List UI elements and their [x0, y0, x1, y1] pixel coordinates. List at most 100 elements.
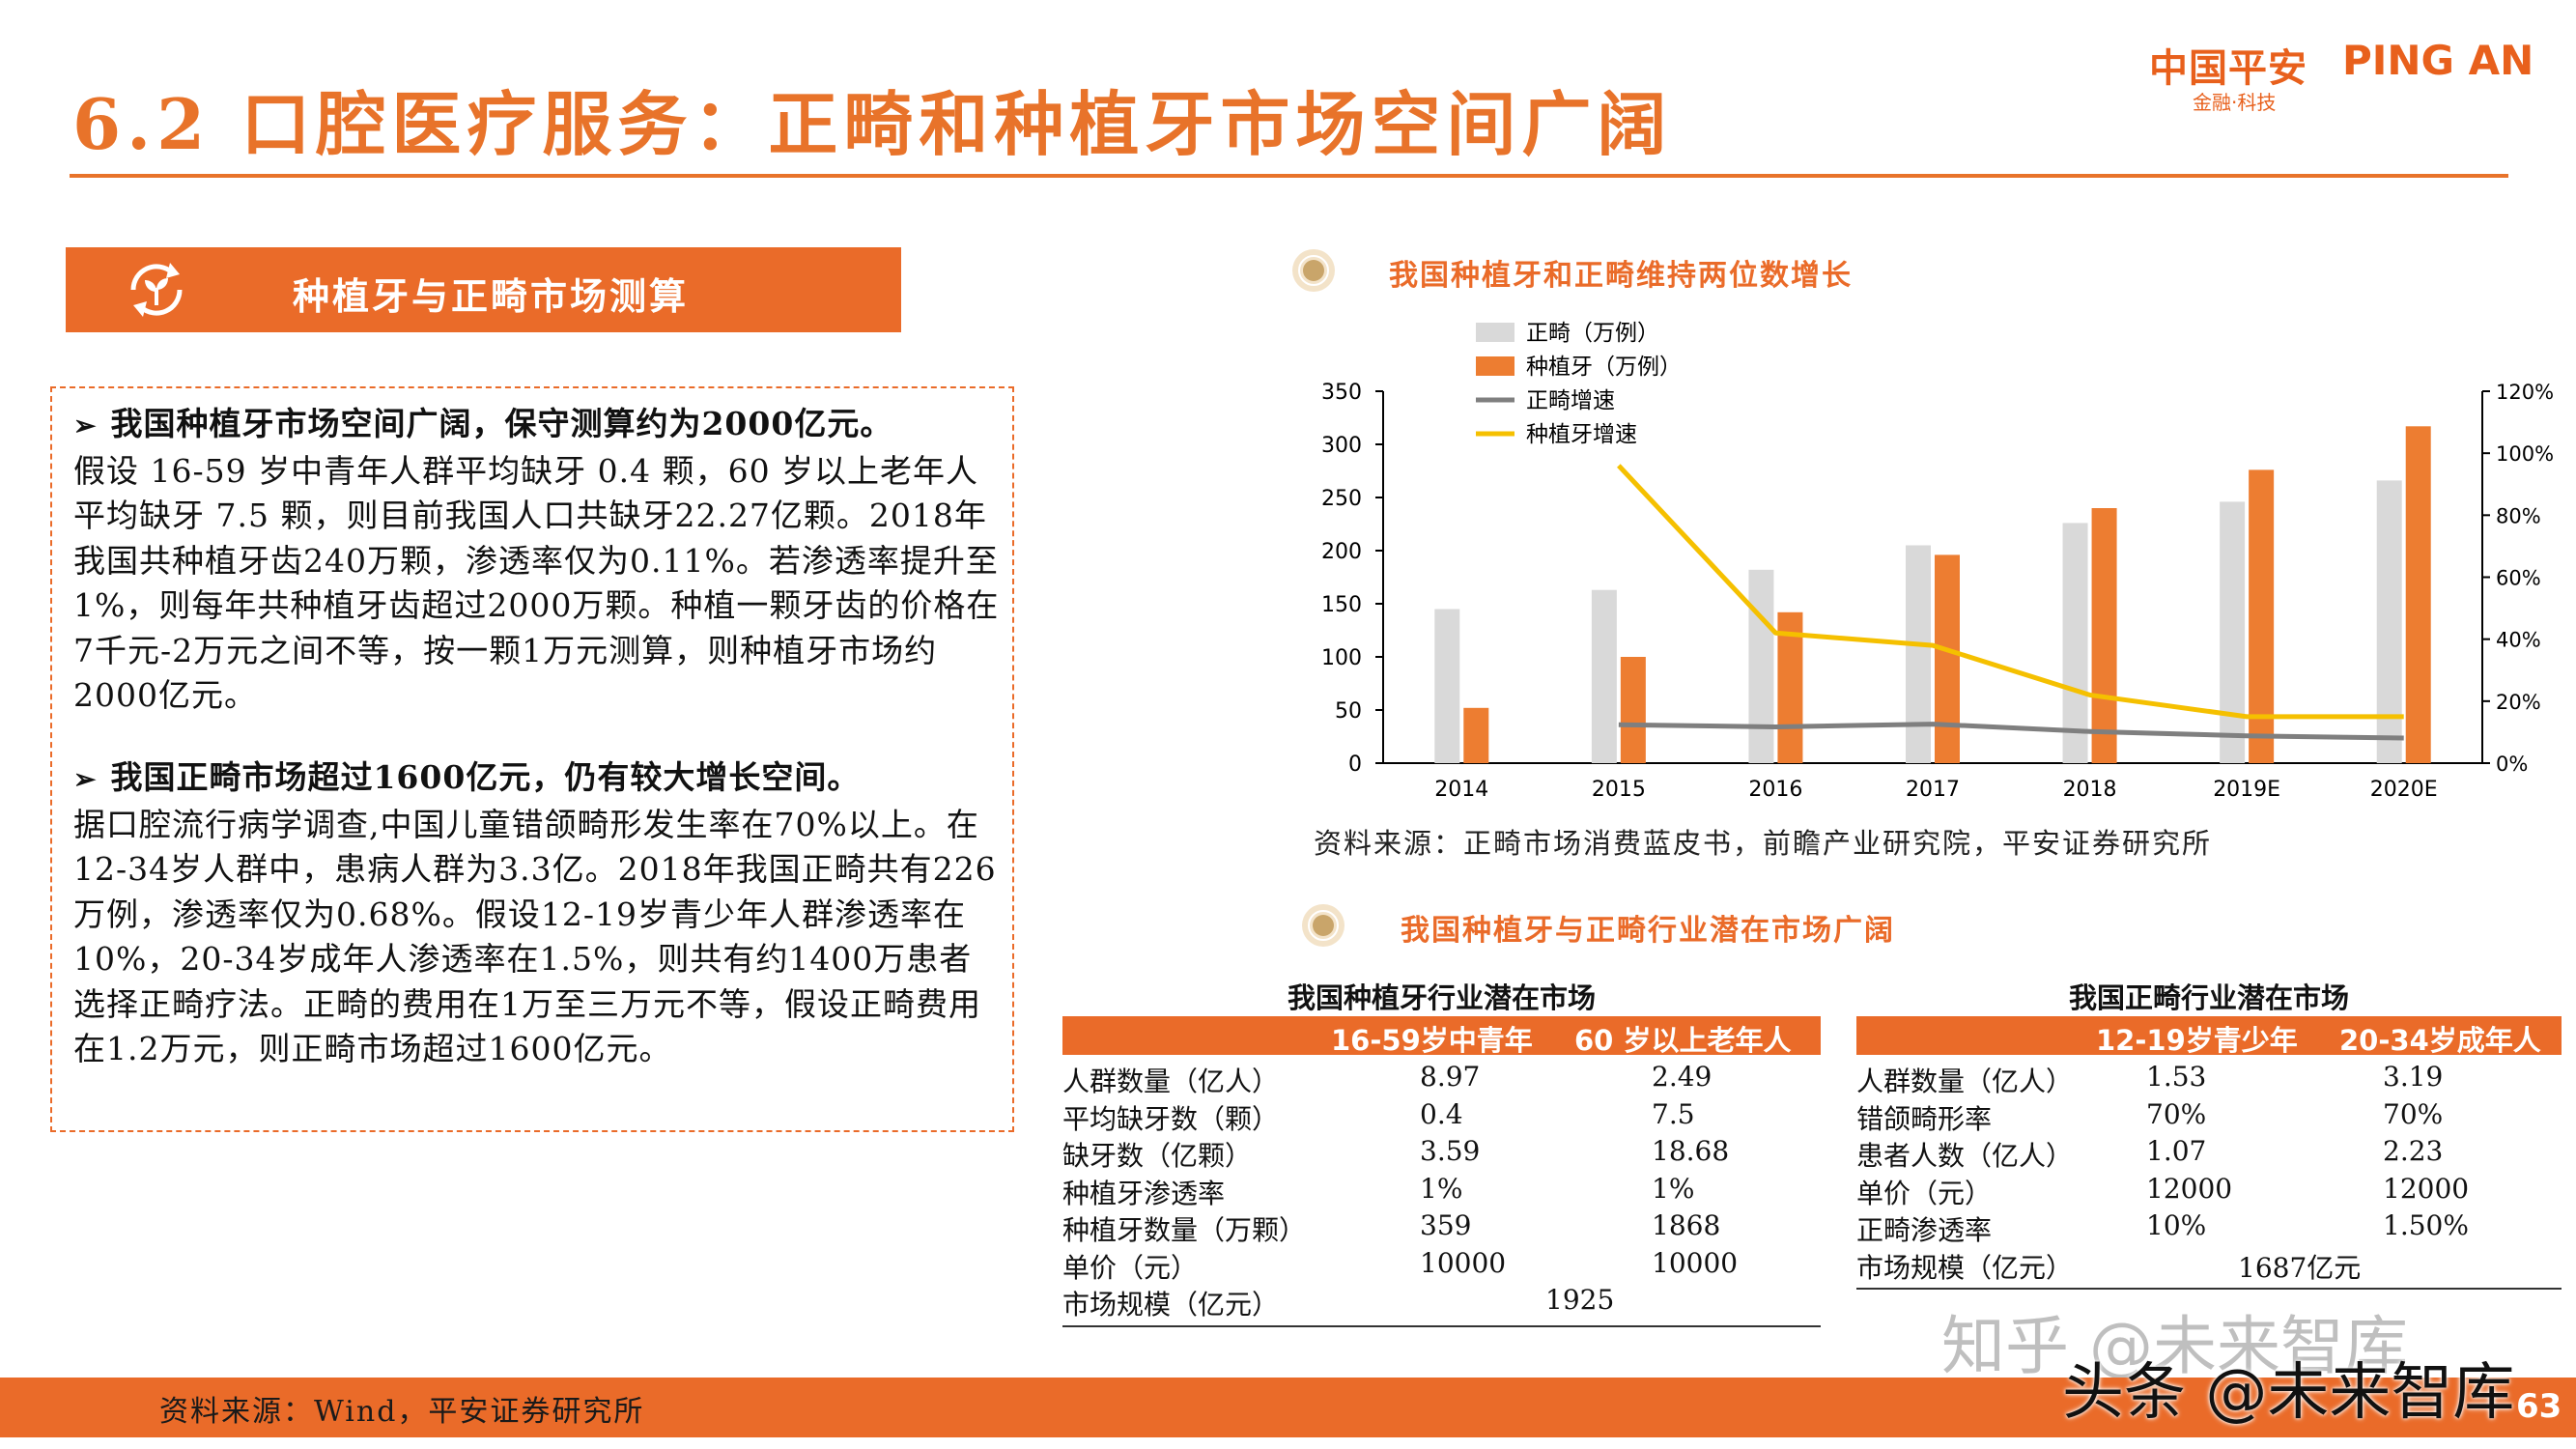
y-right-tick-label: 120% [2496, 381, 2554, 404]
row-value: 7.5 [1652, 1097, 1695, 1130]
row-value: 3.59 [1420, 1135, 1481, 1167]
section-bullet-icon [1292, 249, 1335, 292]
row-value: 1% [1652, 1172, 1695, 1205]
sprout-cycle-icon [130, 263, 183, 317]
row-label: 患者人数（亿人） [1856, 1140, 2074, 1172]
row-value: 1% [1420, 1172, 1463, 1205]
legend-swatch [1476, 323, 1514, 342]
bar-implant [1935, 554, 1960, 763]
implant-table-title: 我国种植牙行业潜在市场 [1287, 981, 1596, 1014]
paragraph-heading: 我国正畸市场超过1600亿元，仍有较大增长空间。 [110, 758, 861, 796]
zhihu-watermark: 知乎 @未来智库 [1941, 1309, 2408, 1383]
implant-table-body: 人群数量（亿人） 8.97 2.49 平均缺牙数（颗） 0.4 7.5 缺牙数（亿颗） 3.5… [1062, 1055, 1821, 1325]
bar-implant [2091, 508, 2117, 763]
bar-implant [1777, 611, 1803, 763]
x-tick-label: 2019E [2213, 778, 2280, 802]
table-row: 单价（元） 10000 10000 [1062, 1247, 1821, 1284]
growth-chart: 0 50 100 150 200 250 300 350 0% 20% 40% 60% 80% 100% 1… [1321, 321, 2554, 802]
table-row: 种植牙数量（万颗） 359 1868 [1062, 1209, 1821, 1246]
total-label: 市场规模（亿元） [1856, 1251, 2074, 1284]
row-value: 12000 [2146, 1172, 2233, 1205]
row-value: 70% [2383, 1097, 2444, 1130]
chart-bars [1434, 426, 2431, 763]
row-value: 70% [2146, 1097, 2207, 1130]
table-row: 错颌畸形率 70% 70% [1856, 1098, 2562, 1135]
y-left-tick-label: 350 [1321, 381, 1362, 405]
y-right-tick-label: 80% [2496, 504, 2541, 527]
x-tick-label: 2014 [1434, 778, 1488, 802]
paragraph-implant: ➢ 我国种植牙市场空间广阔，保守测算约为2000亿元。 假设 16-59 岁中青年… [73, 402, 1001, 719]
total-label: 市场规模（亿元） [1062, 1289, 1280, 1321]
y-left-tick-label: 250 [1321, 487, 1362, 511]
x-tick-label: 2020E [2370, 778, 2438, 802]
y-right-tick-label: 40% [2496, 629, 2541, 652]
arrow-bullet-icon: ➢ [73, 410, 98, 441]
row-label: 错颌畸形率 [1856, 1102, 1993, 1135]
ortho-table: 我国正畸行业潜在市场 12-19岁青少年 20-34岁成年人 人群数量（亿人） 1… [1856, 976, 2562, 1290]
page-title: 6.2 口腔医疗服务：正畸和种植牙市场空间广阔 [72, 83, 1673, 165]
row-value: 359 [1420, 1209, 1472, 1241]
row-label: 种植牙数量（万颗） [1062, 1214, 1307, 1246]
bar-implant [2249, 469, 2275, 763]
line-implant-growth [1617, 464, 2404, 720]
table-row: 人群数量（亿人） 1.53 3.19 [1856, 1061, 2562, 1097]
header-cell: 60 岁以上老年人 [1574, 1024, 1792, 1057]
row-label: 单价（元） [1062, 1251, 1199, 1284]
table-total-row: 市场规模（亿元） 1925 [1062, 1284, 1821, 1321]
ortho-table-title: 我国正畸行业潜在市场 [2068, 981, 2349, 1014]
footer-bar: 资料来源：Wind，平安证券研究所 63 [0, 1378, 2576, 1437]
title-divider [70, 174, 2508, 178]
row-value: 0.4 [1420, 1097, 1463, 1130]
paragraph-heading: 我国种植牙市场空间广阔，保守测算约为2000亿元。 [110, 405, 893, 442]
footer-source: 资料来源：Wind，平安证券研究所 [159, 1395, 645, 1429]
row-value: 10000 [1652, 1246, 1739, 1279]
table-row: 人群数量（亿人） 8.97 2.49 [1062, 1061, 1821, 1097]
row-value: 8.97 [1420, 1061, 1481, 1093]
row-label: 种植牙渗透率 [1062, 1177, 1226, 1209]
row-label: 缺牙数（亿颗） [1062, 1140, 1253, 1172]
bar-ortho [2220, 501, 2246, 763]
row-value: 2.49 [1652, 1061, 1713, 1093]
paragraph-ortho: ➢ 我国正畸市场超过1600亿元，仍有较大增长空间。 据口腔流行病学调查,中国儿童… [73, 755, 1001, 1072]
bar-ortho [1748, 569, 1774, 763]
bar-ortho [1434, 609, 1460, 763]
header-cell: 16-59岁中青年 [1331, 1024, 1533, 1057]
row-value: 1.07 [2146, 1135, 2207, 1167]
bar-ortho [1591, 589, 1617, 763]
implant-table: 我国种植牙行业潜在市场 16-59岁中青年 60 岁以上老年人 人群数量（亿人）… [1062, 976, 1821, 1327]
row-value: 1.53 [2146, 1061, 2207, 1093]
table-row: 缺牙数（亿颗） 3.59 18.68 [1062, 1135, 1821, 1172]
bar-ortho [2062, 523, 2088, 763]
logo-en-text: PING AN [2342, 37, 2534, 84]
row-value: 3.19 [2383, 1061, 2444, 1093]
header-cell: 20-34岁成年人 [2339, 1024, 2541, 1057]
paragraph-body: 假设 16-59 岁中青年人群平均缺牙 0.4 颗，60 岁以上老年人平均缺牙 … [73, 451, 1000, 715]
bar-ortho [2376, 480, 2402, 763]
row-value: 10% [2146, 1209, 2207, 1241]
table-row: 正畸渗透率 10% 1.50% [1856, 1209, 2562, 1246]
section-bullet-icon [1302, 904, 1345, 947]
legend-swatch [1476, 356, 1514, 376]
table-row: 平均缺牙数（颗） 0.4 7.5 [1062, 1098, 1821, 1135]
row-value: 10000 [1420, 1246, 1507, 1279]
logo-sub-text: 金融·科技 [2193, 91, 2277, 114]
legend-label: 正畸（万例） [1526, 321, 1659, 346]
chart-title: 我国种植牙和正畸维持两位数增长 [1389, 259, 1853, 293]
x-tick-label: 2017 [1906, 778, 1960, 802]
y-left-tick-label: 200 [1321, 540, 1362, 564]
total-value: 1925 [1545, 1284, 1615, 1316]
x-tick-label: 2018 [2063, 778, 2117, 802]
y-left-tick-label: 0 [1348, 753, 1362, 777]
table-bottom-rule [1062, 1324, 1821, 1327]
y-right-tick-label: 0% [2496, 753, 2528, 776]
chart-lines [1617, 464, 2404, 741]
y-left-tick-label: 150 [1321, 593, 1362, 617]
line-ortho-growth [1618, 722, 2404, 741]
tables-title: 我国种植牙与正畸行业潜在市场广阔 [1401, 914, 1895, 948]
table-row: 患者人数（亿人） 1.07 2.23 [1856, 1135, 2562, 1172]
y-right-tick-label: 60% [2496, 567, 2541, 590]
total-value: 1687亿元 [2238, 1251, 2362, 1284]
row-label: 人群数量（亿人） [1062, 1065, 1280, 1097]
chart-axes: 0 50 100 150 200 250 300 350 0% 20% 40% 60% 80% 100% 1… [1321, 381, 2554, 802]
section-banner: 种植牙与正畸市场测算 [66, 247, 901, 332]
